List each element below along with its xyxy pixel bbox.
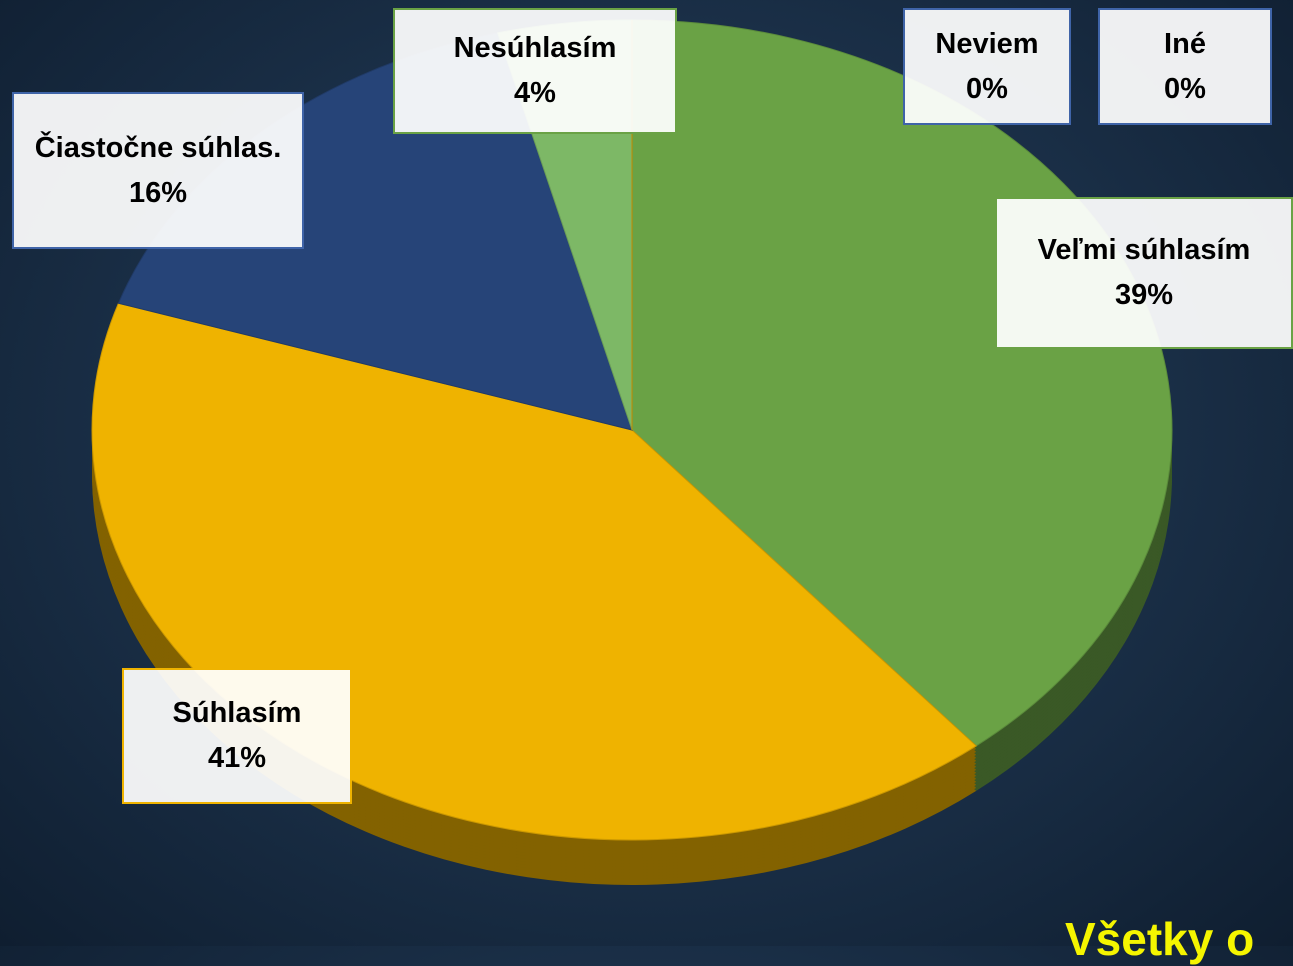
value-label: 4%: [514, 77, 556, 109]
category-label: Veľmi súhlasím: [1037, 234, 1251, 266]
category-label: Čiastočne súhlas.: [34, 131, 282, 164]
data-label: Neviem 0%: [903, 8, 1071, 125]
category-label: Nesúhlasím: [453, 32, 617, 64]
value-label: 0%: [966, 72, 1008, 105]
category-label: Súhlasím: [172, 697, 302, 729]
value-label: 39%: [1114, 279, 1174, 311]
data-label: Veľmi súhlasím 39%: [995, 197, 1293, 349]
data-label: Súhlasím 41%: [122, 668, 352, 804]
value-label: 16%: [128, 176, 188, 209]
data-label: Čiastočne súhlas. 16%: [12, 92, 304, 249]
annotation: Všetky o: [1065, 913, 1255, 965]
category-label: Neviem: [935, 27, 1039, 60]
category-label: Iné: [1164, 27, 1206, 60]
value-label: 41%: [207, 742, 267, 774]
data-label: Iné 0%: [1098, 8, 1272, 125]
data-label: Nesúhlasím 4%: [393, 8, 677, 134]
value-label: 0%: [1164, 72, 1206, 105]
